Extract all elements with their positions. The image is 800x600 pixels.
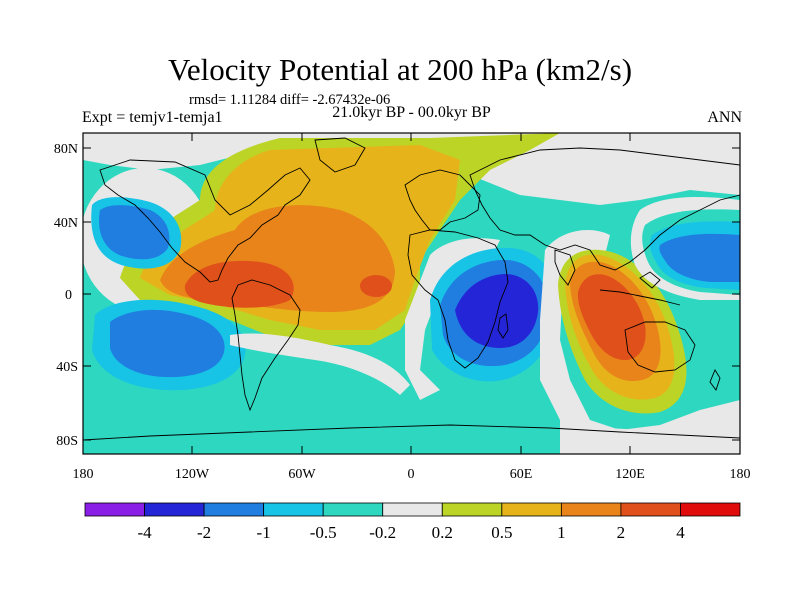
colorbar-level-label: 2 — [617, 523, 626, 542]
experiment-label: Expt = temjv1-temja1 — [82, 109, 223, 126]
x-tick-label-120e: 120E — [615, 467, 645, 482]
colorbar-swatch — [441, 502, 503, 517]
africa-coast — [407, 229, 509, 369]
x-ticks — [82, 133, 741, 454]
negative-indian-core — [455, 274, 539, 348]
colorbar-level-label: 0.2 — [432, 523, 453, 542]
colorbar-level-label: -1 — [257, 523, 271, 542]
y-tick-label-40s: 40S — [56, 360, 78, 375]
colorbar-level-label: -0.2 — [369, 523, 396, 542]
colorbar-level-label: -4 — [137, 523, 152, 542]
positive-core-maritime — [577, 274, 646, 360]
x-tick-label-180w: 180 — [73, 467, 94, 482]
colorbar-swatch — [501, 502, 562, 517]
x-tick-label-0: 0 — [408, 467, 415, 482]
neutral-antarctic — [560, 420, 740, 454]
new-zealand-coast — [709, 369, 721, 391]
stats-label: rmsd= 1.11284 diff= -2.67432e-06 — [189, 92, 391, 108]
europe-coast — [404, 169, 481, 231]
australia-coast — [624, 321, 696, 373]
indonesia-coast — [599, 289, 681, 306]
y-tick-label-80n: 80N — [54, 142, 78, 157]
map-title: Velocity Potential at 200 hPa (km2/s) — [167, 52, 633, 87]
y-tick-label-0: 0 — [65, 288, 72, 303]
colorbar-swatch — [680, 502, 741, 517]
antarctica-coast — [83, 424, 740, 441]
colorbar-swatch — [560, 502, 622, 517]
x-tick-label-60e: 60E — [510, 467, 533, 482]
colorbar-level-label: -0.5 — [310, 523, 337, 542]
y-tick-label-80s: 80S — [56, 434, 78, 449]
colorbar-level-label: 1 — [557, 523, 566, 542]
madagascar-coast — [497, 313, 509, 339]
negative-npe — [659, 233, 740, 282]
colorbar — [84, 502, 741, 517]
x-tick-label-60w: 60W — [288, 467, 316, 482]
borneo-coast — [639, 271, 661, 289]
colorbar-level-label: -2 — [197, 523, 211, 542]
colorbar-level-label: 4 — [676, 523, 685, 542]
contour-field — [83, 133, 740, 454]
season-label: ANN — [707, 109, 742, 126]
colorbar-swatch — [144, 502, 205, 517]
colorbar-level-label: 0.5 — [491, 523, 512, 542]
x-tick-label-120w: 120W — [175, 467, 210, 482]
period-subtitle: 21.0kyr BP - 00.0kyr BP — [332, 104, 491, 121]
colorbar-swatch — [84, 502, 145, 517]
y-tick-label-40n: 40N — [54, 216, 78, 231]
colorbar-swatch — [203, 502, 265, 517]
south-america-coast — [231, 279, 301, 412]
asia-coast — [469, 147, 740, 271]
colorbar-labels: -4 -2 -1 -0.5 -0.2 0.2 0.5 1 2 4 — [137, 523, 685, 542]
neutral-south-atlantic — [230, 333, 410, 395]
x-tick-label-180e: 180 — [730, 467, 751, 482]
negative-sp — [110, 309, 225, 378]
colorbar-swatch — [263, 502, 324, 517]
greenland-coast — [314, 137, 366, 173]
north-america-coast — [99, 159, 311, 283]
coastlines — [83, 137, 740, 441]
y-ticks — [83, 147, 740, 441]
colorbar-swatch — [382, 502, 443, 517]
neutral-africa-west — [405, 238, 500, 400]
india-coast — [554, 249, 576, 286]
colorbar-swatch — [620, 502, 681, 517]
positive-core-africa-west — [360, 275, 392, 297]
negative-npw — [98, 205, 170, 260]
colorbar-swatch — [322, 502, 384, 517]
